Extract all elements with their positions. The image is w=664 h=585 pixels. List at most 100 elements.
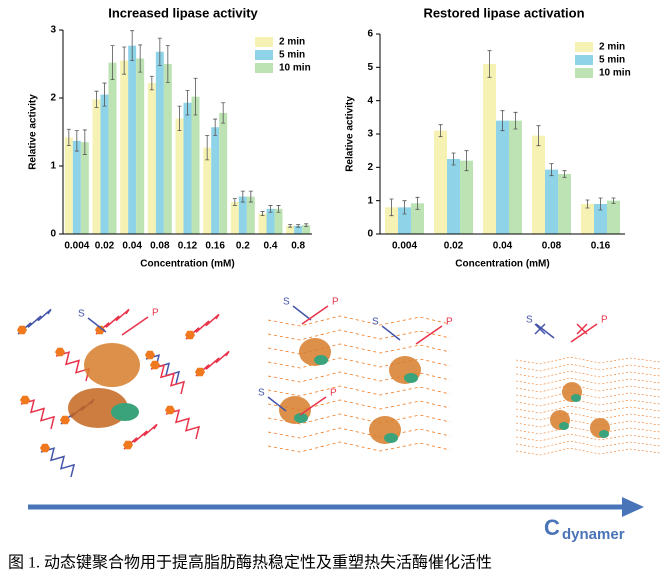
mesh — [515, 433, 661, 442]
y-axis-label: Relative activity — [345, 96, 356, 172]
monomer — [60, 415, 70, 425]
substrate-label: S — [372, 317, 379, 328]
bar — [274, 208, 283, 234]
axes — [379, 34, 625, 235]
bar — [398, 207, 411, 234]
polymer-chain — [150, 364, 186, 395]
error-bar — [205, 135, 210, 161]
mesh — [515, 419, 661, 428]
monomer — [40, 443, 50, 453]
mesh — [515, 426, 661, 435]
substrate-arrow — [267, 396, 287, 412]
x-axis-label: Concentration (mM) — [455, 259, 549, 270]
error-bar — [240, 190, 245, 203]
bar — [447, 159, 460, 234]
x-tick-label: 0.004 — [392, 241, 417, 252]
monomer — [17, 325, 27, 335]
x-tick-label: 0.16 — [591, 241, 611, 252]
product-label: P — [152, 308, 159, 319]
error-bar — [513, 111, 518, 130]
error-bar — [221, 102, 226, 124]
product-arrow — [570, 323, 598, 343]
substrate-label: S — [283, 297, 290, 308]
arrow-head — [622, 497, 644, 517]
substrate-label: S — [526, 315, 533, 326]
protein-domain — [294, 413, 308, 423]
error-bar — [122, 46, 127, 75]
bar — [238, 196, 247, 234]
legend-swatch — [575, 68, 593, 78]
error-bar — [549, 163, 554, 177]
legend-swatch — [575, 55, 593, 65]
mesh — [267, 385, 451, 397]
x-tick-label: 0.8 — [291, 241, 305, 252]
substrate-arrow — [87, 317, 107, 333]
x-tick-label: 0.02 — [95, 241, 115, 252]
bar — [607, 200, 620, 234]
blocked — [534, 323, 546, 335]
substrate-label: S — [78, 309, 85, 320]
legend-label: 10 min — [279, 63, 311, 74]
mesh — [515, 398, 661, 407]
bar — [108, 62, 117, 234]
y-tick-label: 0 — [50, 229, 56, 240]
y-tick-label: 6 — [367, 29, 373, 40]
monomer — [145, 350, 155, 360]
error-bar — [66, 128, 71, 146]
error-bar — [185, 90, 190, 116]
bar — [191, 96, 200, 234]
error-bar — [288, 224, 293, 228]
monomer — [123, 440, 133, 450]
polymer-chain — [40, 447, 76, 478]
substrate-arrow — [535, 323, 555, 339]
bar — [230, 202, 239, 234]
legend-label: 5 min — [279, 50, 305, 61]
polymer-chain — [195, 350, 230, 377]
monomer — [185, 330, 195, 340]
bar — [294, 225, 303, 234]
product-label: P — [330, 388, 337, 399]
mesh — [267, 441, 451, 453]
mesh — [515, 356, 661, 365]
mesh — [515, 384, 661, 393]
error-bar — [611, 197, 616, 204]
caption: 图 1. 动态键聚合物用于提高脂肪酶热稳定性及重塑热失活酶催化活性 — [8, 554, 492, 572]
error-bar — [213, 118, 218, 136]
bar — [183, 102, 192, 234]
mesh — [515, 440, 661, 449]
x-tick-label: 0.08 — [150, 241, 170, 252]
error-bar — [157, 37, 162, 66]
polymer-chain — [145, 354, 181, 385]
error-bar — [598, 197, 603, 211]
error-bar — [536, 125, 541, 147]
polymer-chain — [123, 423, 158, 450]
chart-title: Increased lipase activity — [108, 5, 258, 20]
protein-domain — [559, 422, 569, 430]
mesh — [515, 405, 661, 414]
x-tick-label: 0.16 — [205, 241, 225, 252]
error-bar — [415, 196, 420, 210]
bar — [509, 120, 522, 234]
error-bar — [232, 198, 237, 206]
error-bar — [487, 50, 492, 78]
x-tick-label: 0.08 — [542, 241, 562, 252]
bar — [64, 137, 73, 234]
bar — [80, 142, 89, 234]
bar — [594, 204, 607, 234]
substrate-arrow — [292, 305, 312, 321]
error-bar — [296, 224, 301, 228]
error-bar — [500, 110, 505, 132]
bar — [203, 147, 212, 234]
error-bar — [464, 150, 469, 172]
error-bar — [304, 223, 309, 227]
bar — [147, 83, 156, 234]
y-tick-label: 1 — [367, 195, 373, 206]
y-tick-label: 2 — [50, 93, 56, 104]
protein-domain — [384, 433, 398, 443]
x-tick-label: 0.04 — [493, 241, 513, 252]
mesh — [267, 427, 451, 439]
mesh — [267, 357, 451, 369]
error-bar — [193, 77, 198, 116]
x-axis-label: Concentration (mM) — [140, 259, 234, 270]
y-tick-label: 1 — [50, 161, 56, 172]
